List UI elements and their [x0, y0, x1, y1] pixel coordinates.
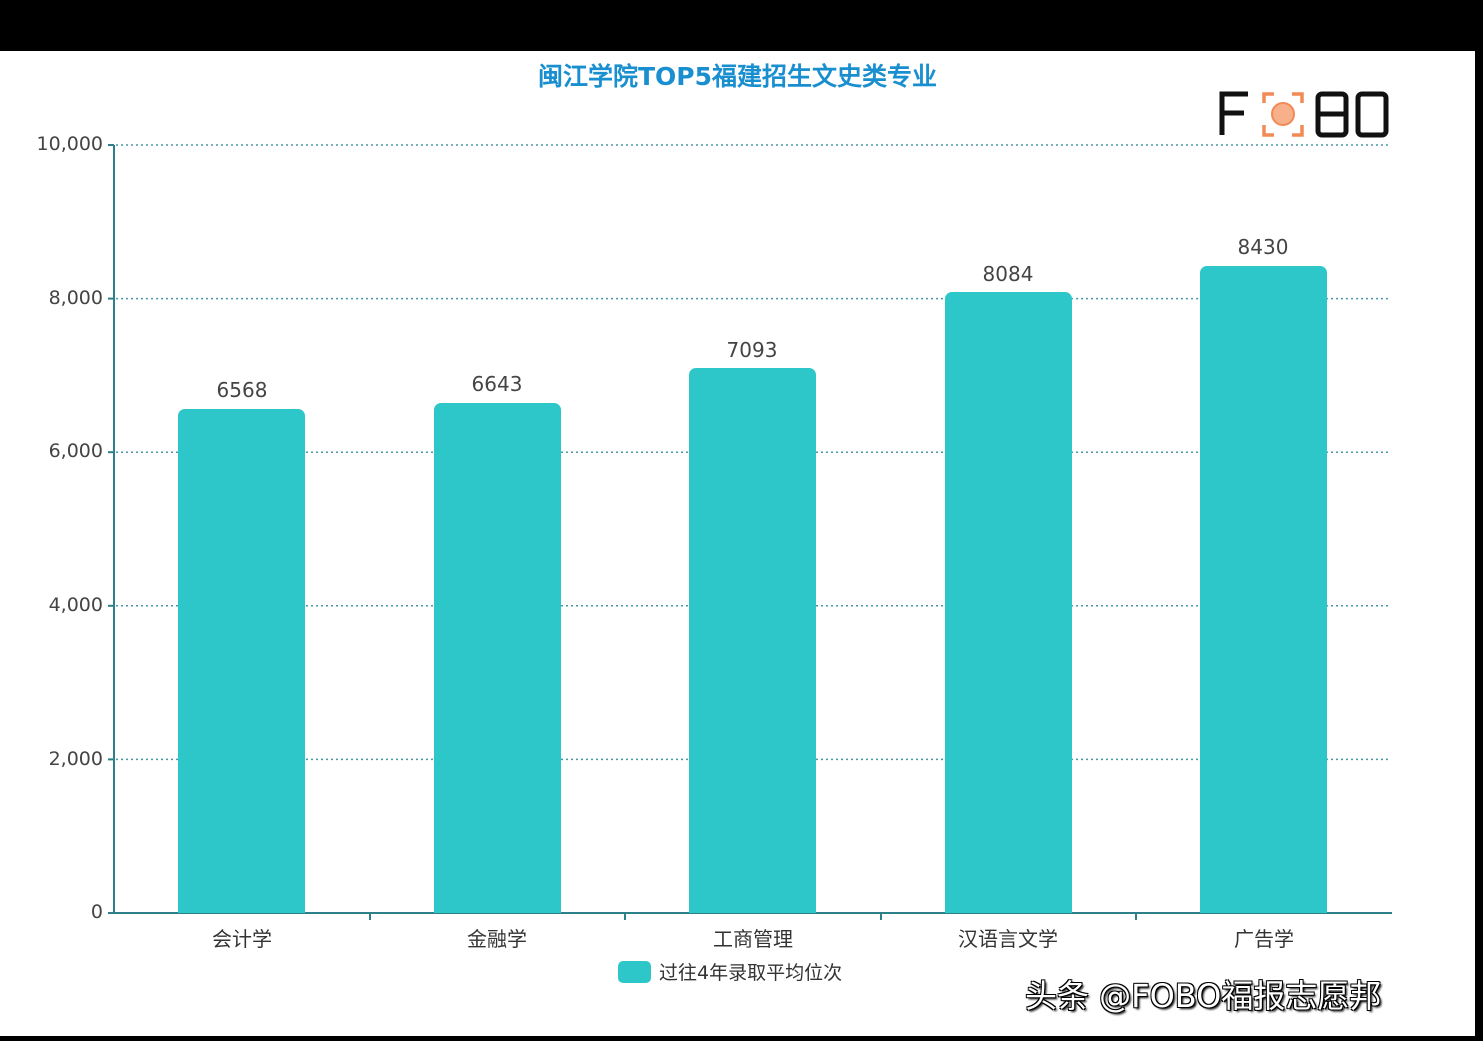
bar-business-admin[interactable] [689, 368, 816, 913]
y-axis [108, 144, 115, 914]
x-tick-label: 汉语言文学 [958, 927, 1058, 951]
y-tick-label: 8,000 [48, 287, 103, 309]
x-tick-label: 广告学 [1234, 927, 1294, 951]
legend-label: 过往4年录取平均位次 [659, 962, 843, 984]
bar-value-label: 8084 [982, 262, 1034, 286]
x-tick-label: 会计学 [212, 927, 272, 951]
watermark: 头条 @FOBO福报志愿邦 [1025, 977, 1382, 1015]
logo-letters-b0-icon [1315, 91, 1389, 138]
fobo-logo [1219, 91, 1389, 138]
lion-face-icon [1262, 92, 1304, 137]
y-tick-label: 6,000 [48, 440, 103, 462]
chart-canvas: 闽江学院TOP5福建招生文史类专业 [0, 51, 1475, 1036]
bar-advertising[interactable] [1200, 265, 1327, 913]
y-tick-label: 2,000 [48, 748, 103, 770]
y-tick-label: 10,000 [36, 133, 103, 155]
x-axis [114, 912, 1392, 920]
bar-value-label: 8430 [1237, 235, 1289, 259]
bar-chinese-literature[interactable] [945, 292, 1072, 913]
chart-title: 闽江学院TOP5福建招生文史类专业 [537, 62, 938, 91]
bar-value-label: 7093 [726, 338, 778, 362]
legend-item[interactable]: 过往4年录取平均位次 [618, 958, 842, 985]
y-tick-label: 4,000 [48, 594, 103, 616]
y-tick-label: 0 [90, 901, 103, 923]
legend-swatch-icon [618, 960, 651, 983]
x-tick-label: 金融学 [467, 927, 527, 951]
plot-area [108, 144, 1392, 920]
bar-value-label: 6643 [471, 372, 523, 396]
bar-finance[interactable] [434, 402, 561, 913]
x-tick-label: 工商管理 [713, 927, 793, 951]
logo-letter-f-icon [1219, 91, 1248, 135]
bar-value-label: 6568 [216, 378, 268, 402]
bar-accounting[interactable] [178, 408, 305, 913]
